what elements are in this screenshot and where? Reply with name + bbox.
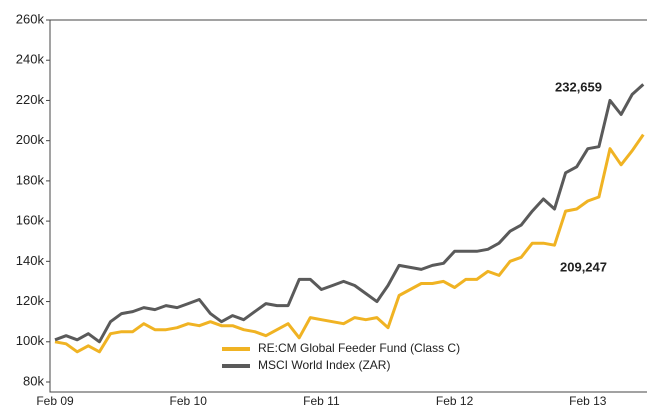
plot-frame bbox=[49, 19, 647, 393]
x-tick-label: Feb 13 bbox=[569, 394, 607, 408]
y-tick-label: 120k bbox=[16, 293, 45, 308]
y-tick-label: 140k bbox=[16, 253, 45, 268]
legend-bg bbox=[218, 341, 498, 357]
y-tick-label: 200k bbox=[16, 132, 45, 147]
x-tick-label: Feb 12 bbox=[436, 394, 474, 408]
x-tick-label: Feb 09 bbox=[36, 394, 74, 408]
y-tick-label: 260k bbox=[16, 11, 45, 26]
y-tick-label: 240k bbox=[16, 52, 45, 67]
y-tick-label: 220k bbox=[16, 92, 45, 107]
x-tick-label: Feb 11 bbox=[303, 394, 340, 408]
y-tick-label: 100k bbox=[16, 333, 45, 348]
annotation: 232,659 bbox=[555, 79, 602, 94]
y-tick-label: 80k bbox=[23, 373, 44, 388]
x-tick-label: Feb 10 bbox=[170, 394, 208, 408]
legend-bg bbox=[218, 358, 498, 374]
series-line bbox=[54, 133, 645, 354]
series-line bbox=[54, 83, 645, 344]
y-tick-label: 180k bbox=[16, 172, 45, 187]
legend-label: RE:CM Global Feeder Fund (Class C) bbox=[258, 341, 460, 355]
legend-label: MSCI World Index (ZAR) bbox=[258, 358, 390, 372]
y-tick-label: 160k bbox=[16, 213, 45, 228]
annotation: 209,247 bbox=[560, 259, 607, 274]
